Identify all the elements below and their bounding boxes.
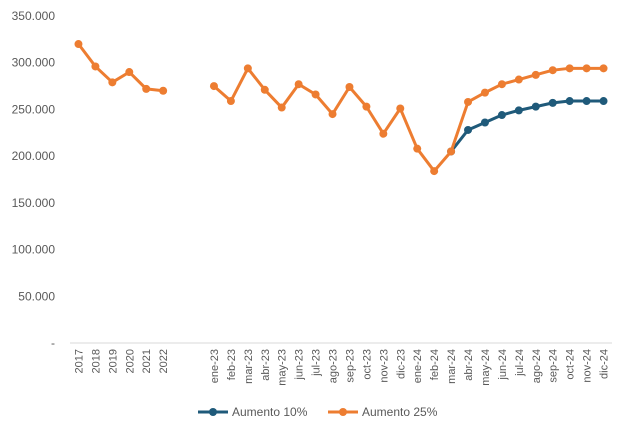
x-tick-label: oct-24 bbox=[565, 349, 577, 380]
legend-item: Aumento 25% bbox=[328, 405, 438, 419]
x-tick-label: 2019 bbox=[107, 349, 119, 373]
data-point bbox=[464, 125, 473, 134]
x-tick-label: dic-24 bbox=[599, 349, 611, 379]
y-tick-label: 200.000 bbox=[12, 149, 56, 163]
data-point bbox=[277, 103, 286, 112]
data-point bbox=[74, 40, 83, 49]
data-point bbox=[379, 129, 388, 138]
data-point bbox=[531, 70, 540, 79]
x-tick-label: jul-23 bbox=[311, 349, 323, 377]
data-point bbox=[108, 78, 117, 87]
data-point bbox=[260, 85, 269, 94]
y-axis: - 50.000 100.000 150.000 200.000 250.000 300.0… bbox=[12, 9, 56, 350]
x-axis: 2017 2018 2019 2020 2021 2022 ene-23 feb-23 mar-… bbox=[73, 349, 610, 386]
series-2 bbox=[74, 40, 608, 176]
y-tick-label: 50.000 bbox=[18, 289, 55, 303]
x-tick-label: feb-24 bbox=[429, 349, 441, 380]
x-tick-label: ene-24 bbox=[412, 349, 424, 383]
data-point bbox=[125, 68, 134, 77]
data-point bbox=[582, 64, 591, 73]
data-point bbox=[226, 97, 235, 106]
data-point bbox=[396, 104, 405, 113]
data-point bbox=[447, 147, 456, 156]
data-point bbox=[243, 64, 252, 73]
data-point bbox=[91, 62, 100, 71]
x-tick-label: may-23 bbox=[277, 349, 289, 386]
x-tick-label: dic-23 bbox=[395, 349, 407, 379]
data-point bbox=[328, 110, 337, 119]
x-tick-label: mar-24 bbox=[446, 349, 458, 384]
legend-item: Aumento 10% bbox=[198, 405, 308, 419]
x-tick-label: ago-23 bbox=[328, 349, 340, 383]
x-tick-label: oct-23 bbox=[361, 349, 373, 380]
x-tick-label: abr-24 bbox=[463, 349, 475, 381]
x-tick-label: abr-23 bbox=[260, 349, 272, 381]
data-point bbox=[497, 80, 506, 89]
series-line bbox=[76, 42, 165, 93]
data-point bbox=[514, 106, 523, 115]
legend-label: Aumento 25% bbox=[362, 405, 438, 419]
data-point bbox=[514, 75, 523, 84]
x-tick-label: ago-24 bbox=[531, 349, 543, 383]
data-point bbox=[430, 167, 439, 176]
data-point bbox=[599, 64, 608, 73]
series-line bbox=[449, 99, 606, 153]
x-tick-label: sep-23 bbox=[344, 349, 356, 383]
x-tick-label: nov-24 bbox=[582, 349, 594, 383]
y-tick-label: 300.000 bbox=[12, 56, 56, 70]
legend-label: Aumento 10% bbox=[232, 405, 308, 419]
y-tick-label: - bbox=[51, 336, 55, 350]
data-point bbox=[413, 144, 422, 153]
x-tick-label: feb-23 bbox=[226, 349, 238, 380]
data-point bbox=[548, 98, 557, 107]
x-tick-label: 2018 bbox=[90, 349, 102, 373]
x-tick-label: mar-23 bbox=[243, 349, 255, 384]
legend: Aumento 10% Aumento 25% bbox=[198, 405, 438, 419]
x-tick-label: nov-23 bbox=[378, 349, 390, 383]
x-tick-label: 2021 bbox=[141, 349, 153, 373]
data-point bbox=[362, 102, 371, 111]
data-point bbox=[311, 90, 320, 99]
series-1 bbox=[447, 97, 608, 156]
x-tick-label: jun-23 bbox=[294, 349, 306, 381]
data-point bbox=[294, 80, 303, 89]
data-point bbox=[480, 118, 489, 127]
x-tick-label: 2022 bbox=[158, 349, 170, 373]
data-point bbox=[142, 84, 151, 93]
x-tick-label: jul-24 bbox=[514, 349, 526, 377]
data-point bbox=[159, 86, 168, 95]
x-tick-label: ene-23 bbox=[209, 349, 221, 383]
y-tick-label: 100.000 bbox=[12, 243, 56, 257]
y-tick-label: 250.000 bbox=[12, 102, 56, 116]
data-point bbox=[480, 88, 489, 97]
data-point bbox=[565, 64, 574, 73]
x-tick-label: 2017 bbox=[73, 349, 85, 373]
x-tick-label: sep-24 bbox=[548, 349, 560, 383]
data-point bbox=[582, 97, 591, 106]
data-point bbox=[548, 66, 557, 75]
data-point bbox=[599, 97, 608, 106]
y-tick-label: 150.000 bbox=[12, 196, 56, 210]
data-point bbox=[565, 97, 574, 106]
x-tick-label: 2020 bbox=[124, 349, 136, 373]
data-point bbox=[464, 97, 473, 106]
data-point bbox=[497, 111, 506, 120]
legend-marker bbox=[339, 408, 347, 416]
data-point bbox=[531, 102, 540, 111]
data-point bbox=[345, 83, 354, 92]
series-layer bbox=[74, 40, 608, 176]
x-tick-label: jun-24 bbox=[497, 349, 509, 381]
legend-marker bbox=[209, 408, 217, 416]
data-point bbox=[209, 82, 218, 91]
x-tick-label: may-24 bbox=[480, 349, 492, 386]
series-line bbox=[212, 66, 606, 173]
y-tick-label: 350.000 bbox=[12, 9, 56, 23]
